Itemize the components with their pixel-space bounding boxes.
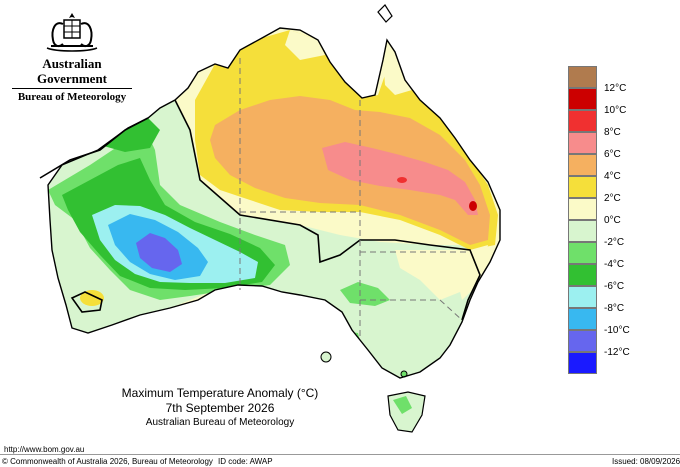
zone-yellow-sw xyxy=(80,290,104,306)
legend-label: 6°C xyxy=(604,149,621,160)
issued-date: Issued: 08/09/2026 xyxy=(612,457,680,466)
government-name: Australian Government xyxy=(36,56,108,86)
legend-swatch xyxy=(568,154,597,176)
legend-swatch xyxy=(568,264,597,286)
legend-label: 12°C xyxy=(604,83,627,94)
bureau-name: Bureau of Meteorology xyxy=(17,91,127,103)
legend-label: 0°C xyxy=(604,215,621,226)
legend-label: -2°C xyxy=(604,237,625,248)
papua-tip xyxy=(377,4,393,23)
zero-isoline-sw xyxy=(70,291,103,313)
coastline xyxy=(47,27,501,379)
state-borders xyxy=(239,58,470,340)
tasmania-green xyxy=(393,396,412,414)
government-header: Australian Government Bureau of Meteorol… xyxy=(8,10,136,104)
header-divider xyxy=(12,88,132,89)
legend-swatch xyxy=(568,132,597,154)
legend-label: -12°C xyxy=(604,347,630,358)
legend-label: 2°C xyxy=(604,193,621,204)
zone-green-south xyxy=(340,282,390,306)
zone-pale-ne xyxy=(285,30,325,60)
legend-swatch xyxy=(568,352,597,374)
zone-darkgreen-nw xyxy=(100,118,160,152)
legend-swatch xyxy=(568,242,597,264)
legend-swatch xyxy=(568,286,597,308)
island-kangaroo xyxy=(320,351,332,363)
zone-red-spot-2 xyxy=(469,201,477,211)
legend-swatch xyxy=(568,330,597,352)
zone-red-spot-1 xyxy=(397,177,407,183)
id-code: ID code: AWAP xyxy=(218,457,273,466)
copyright-text: © Commonwealth of Australia 2026, Bureau… xyxy=(2,457,213,466)
legend-label: -4°C xyxy=(604,259,625,270)
legend-label: -10°C xyxy=(604,325,630,336)
zone-violet xyxy=(136,233,182,272)
zero-isoline xyxy=(174,99,481,321)
footer-divider xyxy=(0,454,680,455)
legend-swatch xyxy=(568,198,597,220)
legend-label: -8°C xyxy=(604,303,625,314)
legend-label: 8°C xyxy=(604,127,621,138)
map-date: 7th September 2026 xyxy=(165,401,275,415)
zone-pale-north xyxy=(383,45,412,95)
map-title: Maximum Temperature Anomaly (°C) xyxy=(121,386,319,400)
map-source: Australian Bureau of Meteorology xyxy=(145,417,295,428)
legend-label: 10°C xyxy=(604,105,627,116)
map-title-block: Maximum Temperature Anomaly (°C) 7th Sep… xyxy=(90,386,350,429)
legend-swatch xyxy=(568,308,597,330)
legend-label: -6°C xyxy=(604,281,625,292)
legend-swatch xyxy=(568,66,597,88)
legend-label: 4°C xyxy=(604,171,621,182)
legend-swatch xyxy=(568,88,597,110)
legend-swatch xyxy=(568,176,597,198)
website-link[interactable]: http://www.bom.gov.au xyxy=(4,445,85,454)
legend-swatch xyxy=(568,220,597,242)
coat-of-arms-icon xyxy=(46,13,98,52)
legend-swatch xyxy=(568,110,597,132)
